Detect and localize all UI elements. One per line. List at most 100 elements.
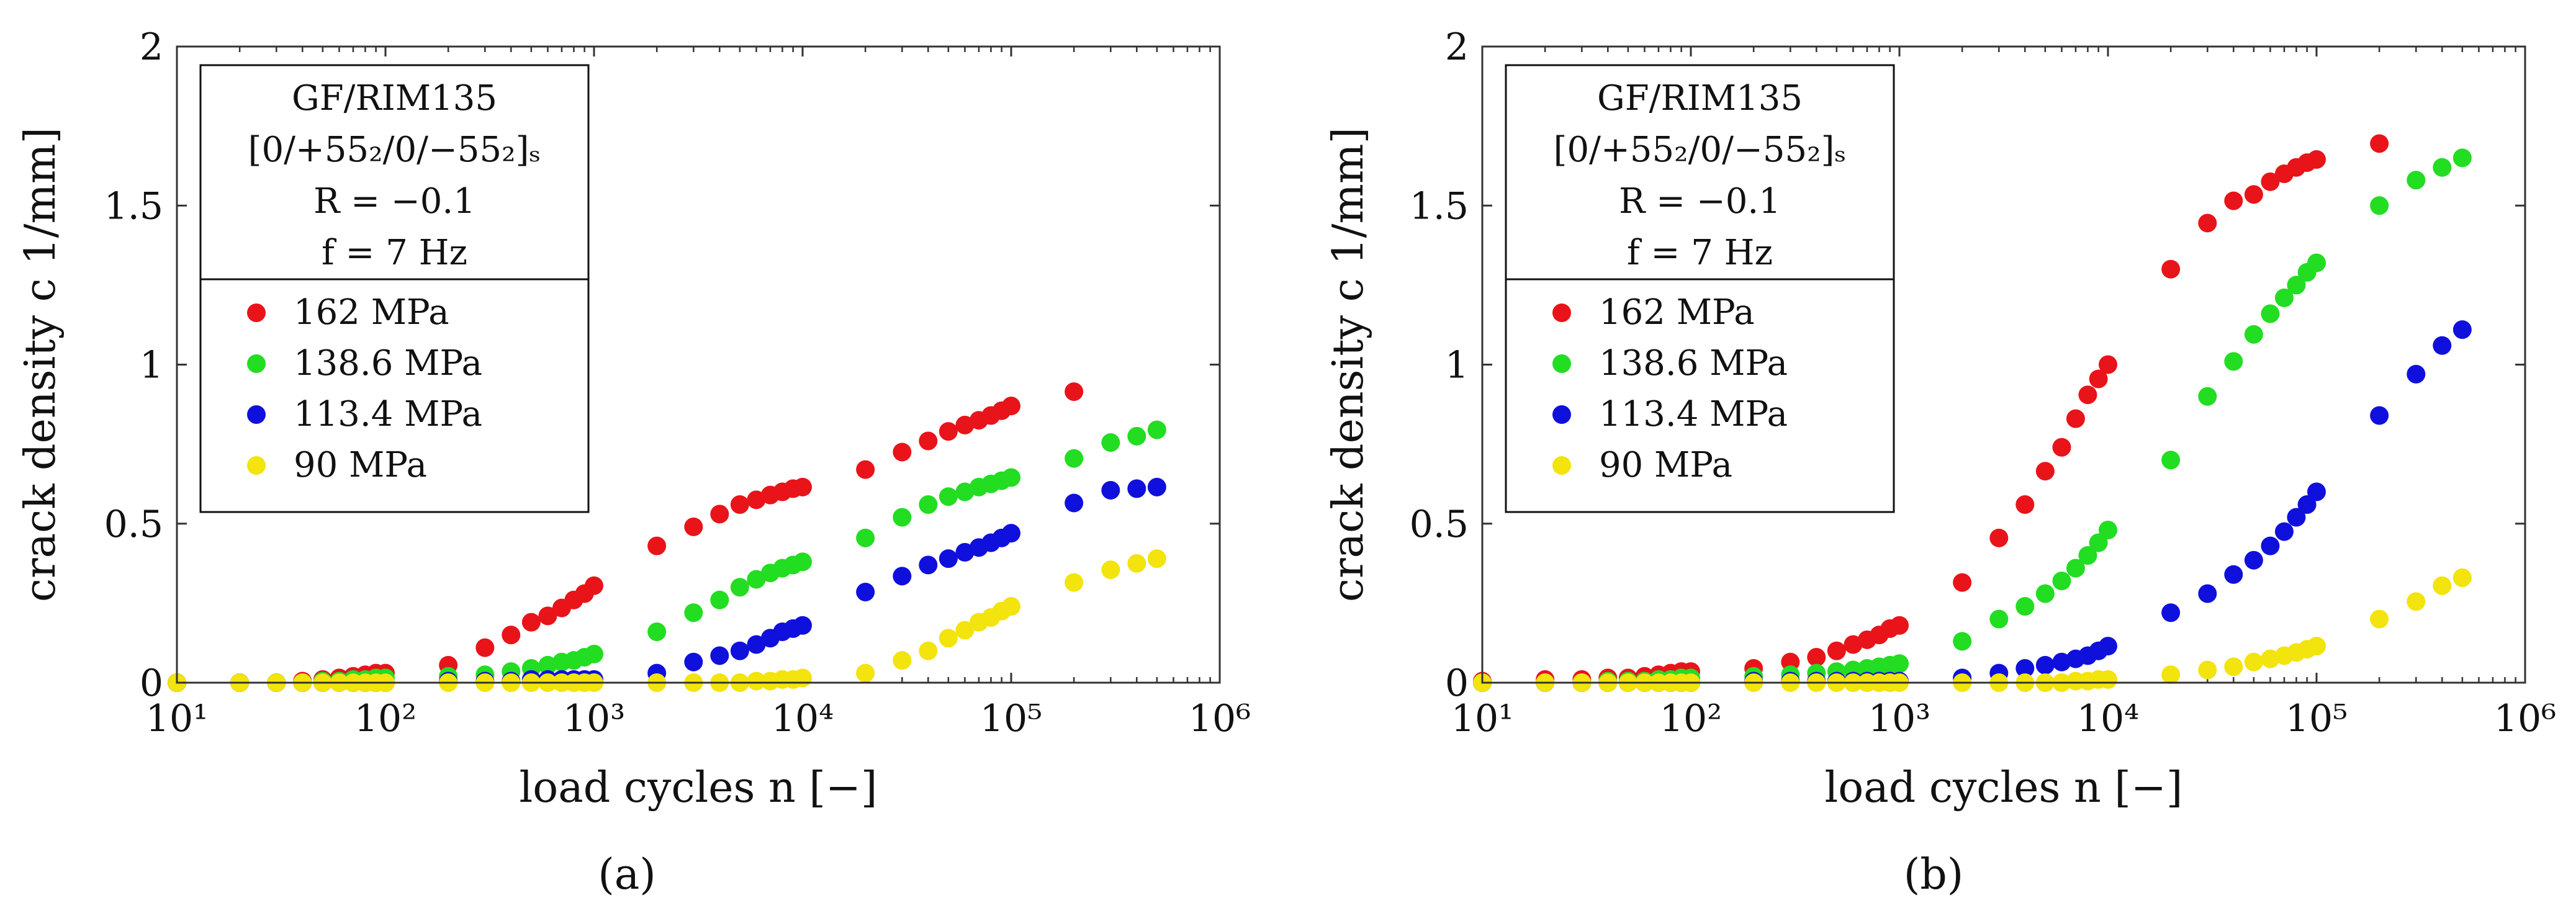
data-point xyxy=(538,606,557,626)
y-tick-label: 2 xyxy=(1445,25,1469,69)
data-point xyxy=(856,528,875,547)
axes-box xyxy=(176,45,1221,684)
y-tick-label: 0 xyxy=(140,662,163,705)
data-point xyxy=(1147,420,1166,439)
data-point xyxy=(1002,597,1020,616)
data-point xyxy=(2244,325,2263,344)
data-point xyxy=(2099,355,2117,374)
data-point xyxy=(1890,654,1909,673)
y-tick-label: 1 xyxy=(1445,344,1469,387)
data-point xyxy=(856,460,875,479)
panel-caption: (b) xyxy=(1904,850,1964,899)
data-point xyxy=(2370,134,2389,153)
legend-entry-label: 138.6 MPa xyxy=(294,343,482,384)
data-point xyxy=(2198,213,2217,233)
y-tick-label: 1.5 xyxy=(1410,184,1469,228)
legend-marker xyxy=(1552,354,1571,373)
data-point xyxy=(2261,649,2280,668)
legend-title-line: R = −0.1 xyxy=(1619,181,1781,222)
data-point xyxy=(2307,482,2326,501)
data-point xyxy=(893,651,912,670)
panel-b: 10¹ 10² 10³ 10⁴ 10⁵ 10⁶ 0 0.5 1 1.5 2 load cycles n… xyxy=(1324,25,2556,899)
data-point xyxy=(2224,657,2243,676)
data-point xyxy=(1002,524,1020,543)
data-point xyxy=(1065,449,1084,468)
data-point xyxy=(1127,479,1146,498)
legend-marker xyxy=(247,405,266,424)
panel-a: 10¹ 10² 10³ 10⁴ 10⁵ 10⁶ 0 0.5 1 1.5 2 load cycles n… xyxy=(16,25,1251,899)
data-point xyxy=(1002,468,1020,487)
data-point xyxy=(939,549,958,568)
data-point xyxy=(2433,158,2452,177)
data-point xyxy=(2052,572,2071,590)
axes-box xyxy=(1481,45,2526,684)
data-point xyxy=(939,487,958,506)
data-point xyxy=(2224,565,2243,584)
data-point xyxy=(1065,573,1084,592)
data-point xyxy=(1890,616,1909,635)
data-point xyxy=(919,641,938,660)
data-point xyxy=(2261,172,2280,191)
data-point xyxy=(2052,652,2071,672)
data-point xyxy=(2307,253,2326,272)
data-point xyxy=(2198,584,2217,603)
data-point xyxy=(684,603,703,622)
data-point xyxy=(2035,462,2055,481)
data-point xyxy=(2099,637,2117,656)
legend-title-line: f = 7 Hz xyxy=(322,233,467,273)
data-point xyxy=(1989,609,2009,629)
data-point xyxy=(2035,655,2055,675)
x-tick-label: 10³ xyxy=(563,697,625,740)
data-point xyxy=(2370,196,2389,215)
y-tick-label: 2 xyxy=(140,25,163,69)
data-point xyxy=(2224,352,2243,371)
legend-box xyxy=(1505,64,1895,513)
data-point xyxy=(747,635,766,654)
x-tick-label: 10⁵ xyxy=(2286,697,2348,740)
data-point xyxy=(793,552,812,572)
data-point xyxy=(710,590,729,609)
data-point xyxy=(730,578,749,597)
x-tick-label: 10⁵ xyxy=(980,697,1042,740)
data-point xyxy=(2066,409,2085,428)
legend-marker xyxy=(1552,303,1571,322)
x-tick-label: 10² xyxy=(354,697,417,740)
data-point xyxy=(919,495,938,514)
legend-title-line: GF/RIM135 xyxy=(292,78,497,119)
data-point xyxy=(1002,397,1020,416)
data-point xyxy=(919,555,938,575)
data-point xyxy=(2407,592,2426,611)
data-point xyxy=(1953,573,1972,592)
panel-caption: (a) xyxy=(598,850,656,899)
y-axis-label: crack density c 1/mm] xyxy=(16,127,65,602)
data-point xyxy=(730,495,749,514)
data-point xyxy=(585,644,603,663)
data-point xyxy=(1147,549,1166,568)
legend-title-line: [0/+55₂/0/−55₂]ₛ xyxy=(248,130,541,170)
data-point xyxy=(2452,148,2472,168)
legend-title-line: R = −0.1 xyxy=(313,181,475,222)
data-point xyxy=(2297,495,2317,514)
x-axis-label: load cycles n [−] xyxy=(1825,763,2183,812)
data-point xyxy=(955,621,975,640)
data-point xyxy=(893,567,912,586)
data-point xyxy=(730,641,749,660)
data-point xyxy=(2261,536,2280,555)
data-point xyxy=(502,626,521,645)
data-point xyxy=(793,477,812,496)
y-tick-label: 0 xyxy=(1445,662,1469,705)
data-point xyxy=(1147,477,1166,496)
data-point xyxy=(2089,533,2108,552)
data-point xyxy=(2452,320,2472,339)
data-point xyxy=(919,431,938,451)
x-tick-label: 10¹ xyxy=(146,697,208,740)
data-point xyxy=(2261,304,2280,323)
data-point xyxy=(2035,584,2055,603)
data-point xyxy=(2370,406,2389,425)
data-point xyxy=(2078,385,2097,405)
data-point xyxy=(2161,259,2181,279)
y-axis-label: crack density c 1/mm] xyxy=(1324,127,1373,602)
legend-marker xyxy=(1552,456,1571,475)
data-point xyxy=(2198,387,2217,406)
